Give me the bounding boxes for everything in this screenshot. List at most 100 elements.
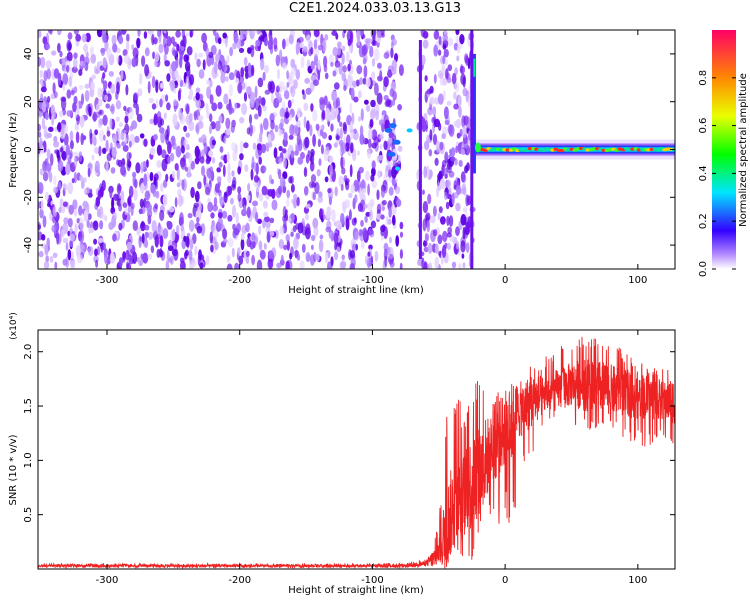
spectrogram-cell (374, 250, 379, 262)
spectrogram-cell (370, 30, 376, 39)
spectrogram-cell (383, 242, 389, 252)
spectrogram-cell (79, 175, 83, 182)
spectrogram-cell (422, 39, 429, 49)
spectrogram-cell (174, 163, 179, 171)
spectrogram-cell (327, 261, 332, 269)
spectrogram-cell (228, 84, 233, 97)
spectrogram-cell (251, 232, 256, 241)
spectrogram-cell (303, 102, 309, 111)
spectrogram-cell (249, 91, 256, 105)
spectrogram-cell (269, 30, 273, 36)
spectrogram-cell (358, 166, 364, 174)
spectrogram-cell (377, 169, 381, 179)
spectrogram-cell (441, 64, 446, 77)
spectrogram-cell (263, 166, 267, 172)
spectrogram-cell (308, 48, 312, 57)
spectrogram-cell (376, 203, 382, 214)
spectrogram-cell (356, 65, 363, 75)
spectrogram-cell (385, 215, 389, 226)
spectrogram-cell (438, 206, 443, 214)
spectrogram-cell (180, 224, 184, 232)
spectrogram-cell (122, 251, 126, 260)
spectrogram-cell (141, 233, 145, 244)
spectrogram-cell (59, 110, 64, 118)
y-tick-label: 2.0 (23, 344, 34, 360)
spectrogram-cell (457, 94, 463, 108)
spectrogram-cell (185, 75, 190, 89)
spectrogram-cell (189, 31, 193, 38)
spectrogram-cell (338, 175, 345, 187)
spectrogram-cell (267, 39, 273, 51)
spectrogram-cell (380, 214, 385, 220)
spectrogram-cell (366, 149, 372, 159)
y-tick-label: 0 (23, 146, 34, 152)
spectrogram-cell (451, 261, 457, 269)
spectrogram-cell (127, 206, 131, 214)
spectrogram-cell (52, 252, 58, 259)
spectrogram-cell (282, 185, 287, 194)
spectrogram-cell (185, 106, 190, 114)
spectrogram-cell (434, 243, 439, 254)
spectrogram-cell (395, 235, 400, 247)
spectrogram-cell (173, 98, 178, 107)
spectrogram-cell (214, 183, 220, 194)
spectrogram-cell (109, 186, 113, 199)
spectrogram-cell (40, 80, 44, 88)
spectrogram-cell (116, 143, 121, 149)
spectrogram-cell (248, 114, 253, 125)
spectrogram-cell (214, 241, 219, 251)
spectrogram-cell (462, 226, 466, 240)
spectrogram-cell (352, 80, 357, 88)
spectrogram-cell (100, 242, 106, 251)
spectrogram-cell (154, 235, 159, 248)
spectrogram-cell (208, 51, 214, 59)
spectrogram-cell (234, 262, 240, 269)
spectrogram-cell (84, 83, 90, 89)
spectrogram-cell (192, 233, 197, 245)
spectrogram-cell (444, 151, 449, 164)
spectrogram-cell (442, 54, 446, 65)
spectrogram-cell (458, 105, 462, 118)
spectrogram-cell (357, 90, 362, 99)
spectrogram-cell (67, 32, 73, 40)
spectrogram-cell (230, 184, 237, 191)
spectrogram-cell (156, 160, 162, 168)
spectrogram-cell (336, 46, 341, 56)
spectrogram-cell (238, 74, 244, 84)
spectrogram-cell (235, 78, 240, 84)
spectrogram-cell (131, 251, 138, 264)
spectrogram-cell (450, 156, 456, 162)
spectrogram-cell (38, 201, 41, 209)
spectrogram-cell (123, 105, 127, 111)
spectrogram-cell (369, 118, 374, 128)
spectrogram-cell (67, 42, 72, 51)
spectrogram-cell (432, 106, 437, 116)
spectrogram-cell (73, 52, 78, 59)
spectrogram-cell (49, 256, 54, 263)
spectrogram-cell (333, 142, 338, 148)
spectrogram-cell (110, 142, 113, 150)
spectrogram-cell (138, 208, 143, 215)
spectrogram-cell (110, 83, 116, 94)
spectrogram-cell (125, 84, 129, 96)
spectrogram-cell (367, 38, 373, 44)
spectrogram-cell (389, 236, 392, 244)
spectrogram-cell (287, 99, 292, 109)
spectrogram-cell (189, 238, 194, 250)
spectrogram-cell (102, 57, 107, 69)
spectrogram-cell (455, 30, 460, 35)
spectrogram-cell (255, 211, 259, 223)
spectrogram-cell (205, 255, 210, 266)
spectrogram-cell (317, 44, 324, 51)
spectrogram-cell (95, 68, 99, 75)
spectrogram-cell (267, 81, 272, 92)
spectrogram-cell (274, 229, 279, 239)
spectrogram-cell (62, 73, 69, 86)
spectrogram-cell (56, 231, 60, 245)
spectrogram-cell (69, 130, 74, 142)
spectrogram-cell (321, 124, 325, 131)
spectrogram-cell (185, 114, 191, 125)
spectrogram-cell (317, 59, 321, 72)
spectrogram-cell (319, 128, 324, 137)
spectrogram-cell (268, 250, 275, 260)
